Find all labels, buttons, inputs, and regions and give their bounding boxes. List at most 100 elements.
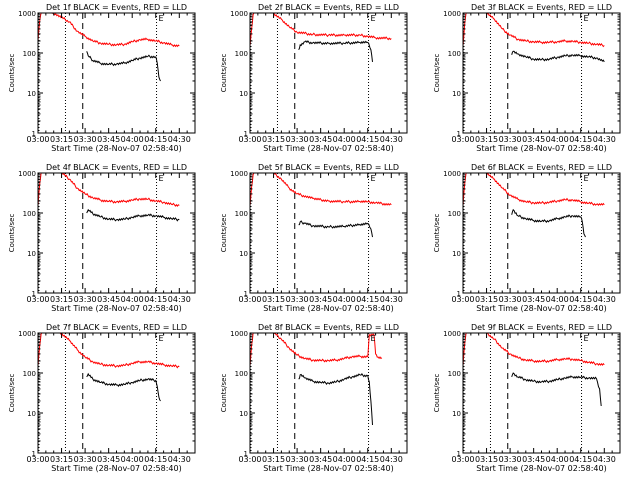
- x-tick-label: 03:30: [286, 295, 309, 304]
- events-series-line: [511, 50, 605, 63]
- x-tick-label: 03:45: [97, 135, 120, 144]
- y-tick-label: 1000: [18, 170, 36, 178]
- y-axis-label: Counts/sec: [220, 54, 228, 93]
- x-tick-label: 04:15: [569, 295, 592, 304]
- plot-frame: [37, 332, 196, 454]
- y-axis-label: Counts/sec: [433, 54, 441, 93]
- x-tick-label: 03:00: [26, 295, 49, 304]
- corner-glyph: E: [584, 334, 589, 343]
- plot-frame: [249, 332, 408, 454]
- y-tick-label: 1: [32, 290, 36, 298]
- corner-glyph: E: [584, 14, 589, 23]
- x-tick-label: 03:00: [26, 135, 49, 144]
- y-tick-label: 10: [239, 90, 248, 98]
- y-tick-label: 100: [235, 50, 248, 58]
- x-tick-label: 03:45: [309, 135, 332, 144]
- y-axis-label: Counts/sec: [8, 54, 16, 93]
- x-tick-label: 03:30: [286, 135, 309, 144]
- y-tick-label: 10: [27, 90, 36, 98]
- x-tick-label: 04:00: [333, 455, 356, 464]
- x-tick-label: 04:30: [168, 135, 191, 144]
- y-tick-label: 10: [452, 410, 461, 418]
- x-tick-label: 03:30: [499, 455, 522, 464]
- x-tick-label: 04:30: [380, 455, 403, 464]
- y-tick-label: 1: [32, 130, 36, 138]
- y-tick-label: 100: [23, 370, 36, 378]
- x-tick-label: 03:45: [522, 295, 545, 304]
- y-tick-label: 100: [23, 210, 36, 218]
- series-group: [38, 173, 180, 222]
- x-axis-label: Start Time (28-Nov-07 02:58:40): [51, 144, 181, 153]
- y-axis-label: Counts/sec: [433, 374, 441, 413]
- x-tick-label: 03:30: [499, 135, 522, 144]
- x-axis-label: Start Time (28-Nov-07 02:58:40): [476, 464, 606, 473]
- panel-title: Det 2f BLACK = Events, RED = LLD: [258, 3, 399, 12]
- x-tick-label: 04:00: [333, 135, 356, 144]
- y-axis-label: Counts/sec: [433, 214, 441, 253]
- y-tick-label: 1: [457, 450, 461, 458]
- y-tick-label: 1: [457, 290, 461, 298]
- panel-title: Det 3f BLACK = Events, RED = LLD: [471, 3, 612, 12]
- plot-frame: [462, 12, 621, 134]
- panel-title: Det 9f BLACK = Events, RED = LLD: [471, 323, 612, 332]
- y-tick-label: 1000: [443, 330, 461, 338]
- x-axis-label: Start Time (28-Nov-07 02:58:40): [263, 304, 393, 313]
- x-tick-label: 04:15: [569, 455, 592, 464]
- plot-frame: [462, 172, 621, 294]
- lld-series-line: [38, 13, 180, 48]
- events-series-line: [298, 373, 373, 426]
- x-tick-label: 03:15: [262, 135, 285, 144]
- x-tick-label: 03:00: [26, 455, 49, 464]
- x-axis-label: Start Time (28-Nov-07 02:58:40): [263, 144, 393, 153]
- events-series-line: [86, 372, 161, 402]
- corner-glyph: E: [584, 174, 589, 183]
- y-axis-label: Counts/sec: [220, 374, 228, 413]
- x-tick-label: 03:15: [475, 135, 498, 144]
- y-tick-label: 1000: [230, 10, 248, 18]
- corner-glyph: E: [159, 334, 164, 343]
- panel-title: Det 6f BLACK = Events, RED = LLD: [471, 163, 612, 172]
- x-tick-label: 04:00: [121, 135, 144, 144]
- plot-frame: [462, 332, 621, 454]
- lld-series-line: [250, 13, 392, 47]
- y-tick-label: 10: [239, 410, 248, 418]
- x-tick-label: 03:15: [50, 455, 73, 464]
- panel-title: Det 4f BLACK = Events, RED = LLD: [46, 163, 187, 172]
- x-tick-label: 03:30: [74, 135, 97, 144]
- x-tick-label: 03:30: [74, 295, 97, 304]
- y-axis-label: Counts/sec: [8, 374, 16, 413]
- y-tick-label: 10: [239, 250, 248, 258]
- y-tick-label: 1: [244, 290, 248, 298]
- lld-series-line: [38, 333, 180, 369]
- series-group: [250, 13, 392, 62]
- y-tick-label: 1000: [443, 170, 461, 178]
- y-axis-label: Counts/sec: [220, 214, 228, 253]
- y-axis-label: Counts/sec: [8, 214, 16, 253]
- y-tick-label: 10: [452, 250, 461, 258]
- lld-series-line: [463, 13, 605, 48]
- x-tick-label: 04:15: [356, 295, 379, 304]
- plot-frame: [37, 12, 196, 134]
- events-series-line: [511, 208, 586, 238]
- x-tick-label: 04:30: [380, 295, 403, 304]
- y-tick-label: 1000: [230, 330, 248, 338]
- y-tick-label: 100: [235, 370, 248, 378]
- x-tick-label: 04:15: [569, 135, 592, 144]
- x-tick-label: 03:00: [238, 135, 261, 144]
- x-axis-label: Start Time (28-Nov-07 02:58:40): [51, 304, 181, 313]
- y-tick-label: 1000: [443, 10, 461, 18]
- x-tick-label: 03:45: [309, 295, 332, 304]
- panel-title: Det 1f BLACK = Events, RED = LLD: [46, 3, 187, 12]
- x-axis-label: Start Time (28-Nov-07 02:58:40): [476, 144, 606, 153]
- series-group: [38, 13, 180, 82]
- x-tick-label: 04:30: [168, 455, 191, 464]
- y-tick-label: 1: [32, 450, 36, 458]
- y-tick-label: 1000: [18, 330, 36, 338]
- series-group: [38, 333, 180, 402]
